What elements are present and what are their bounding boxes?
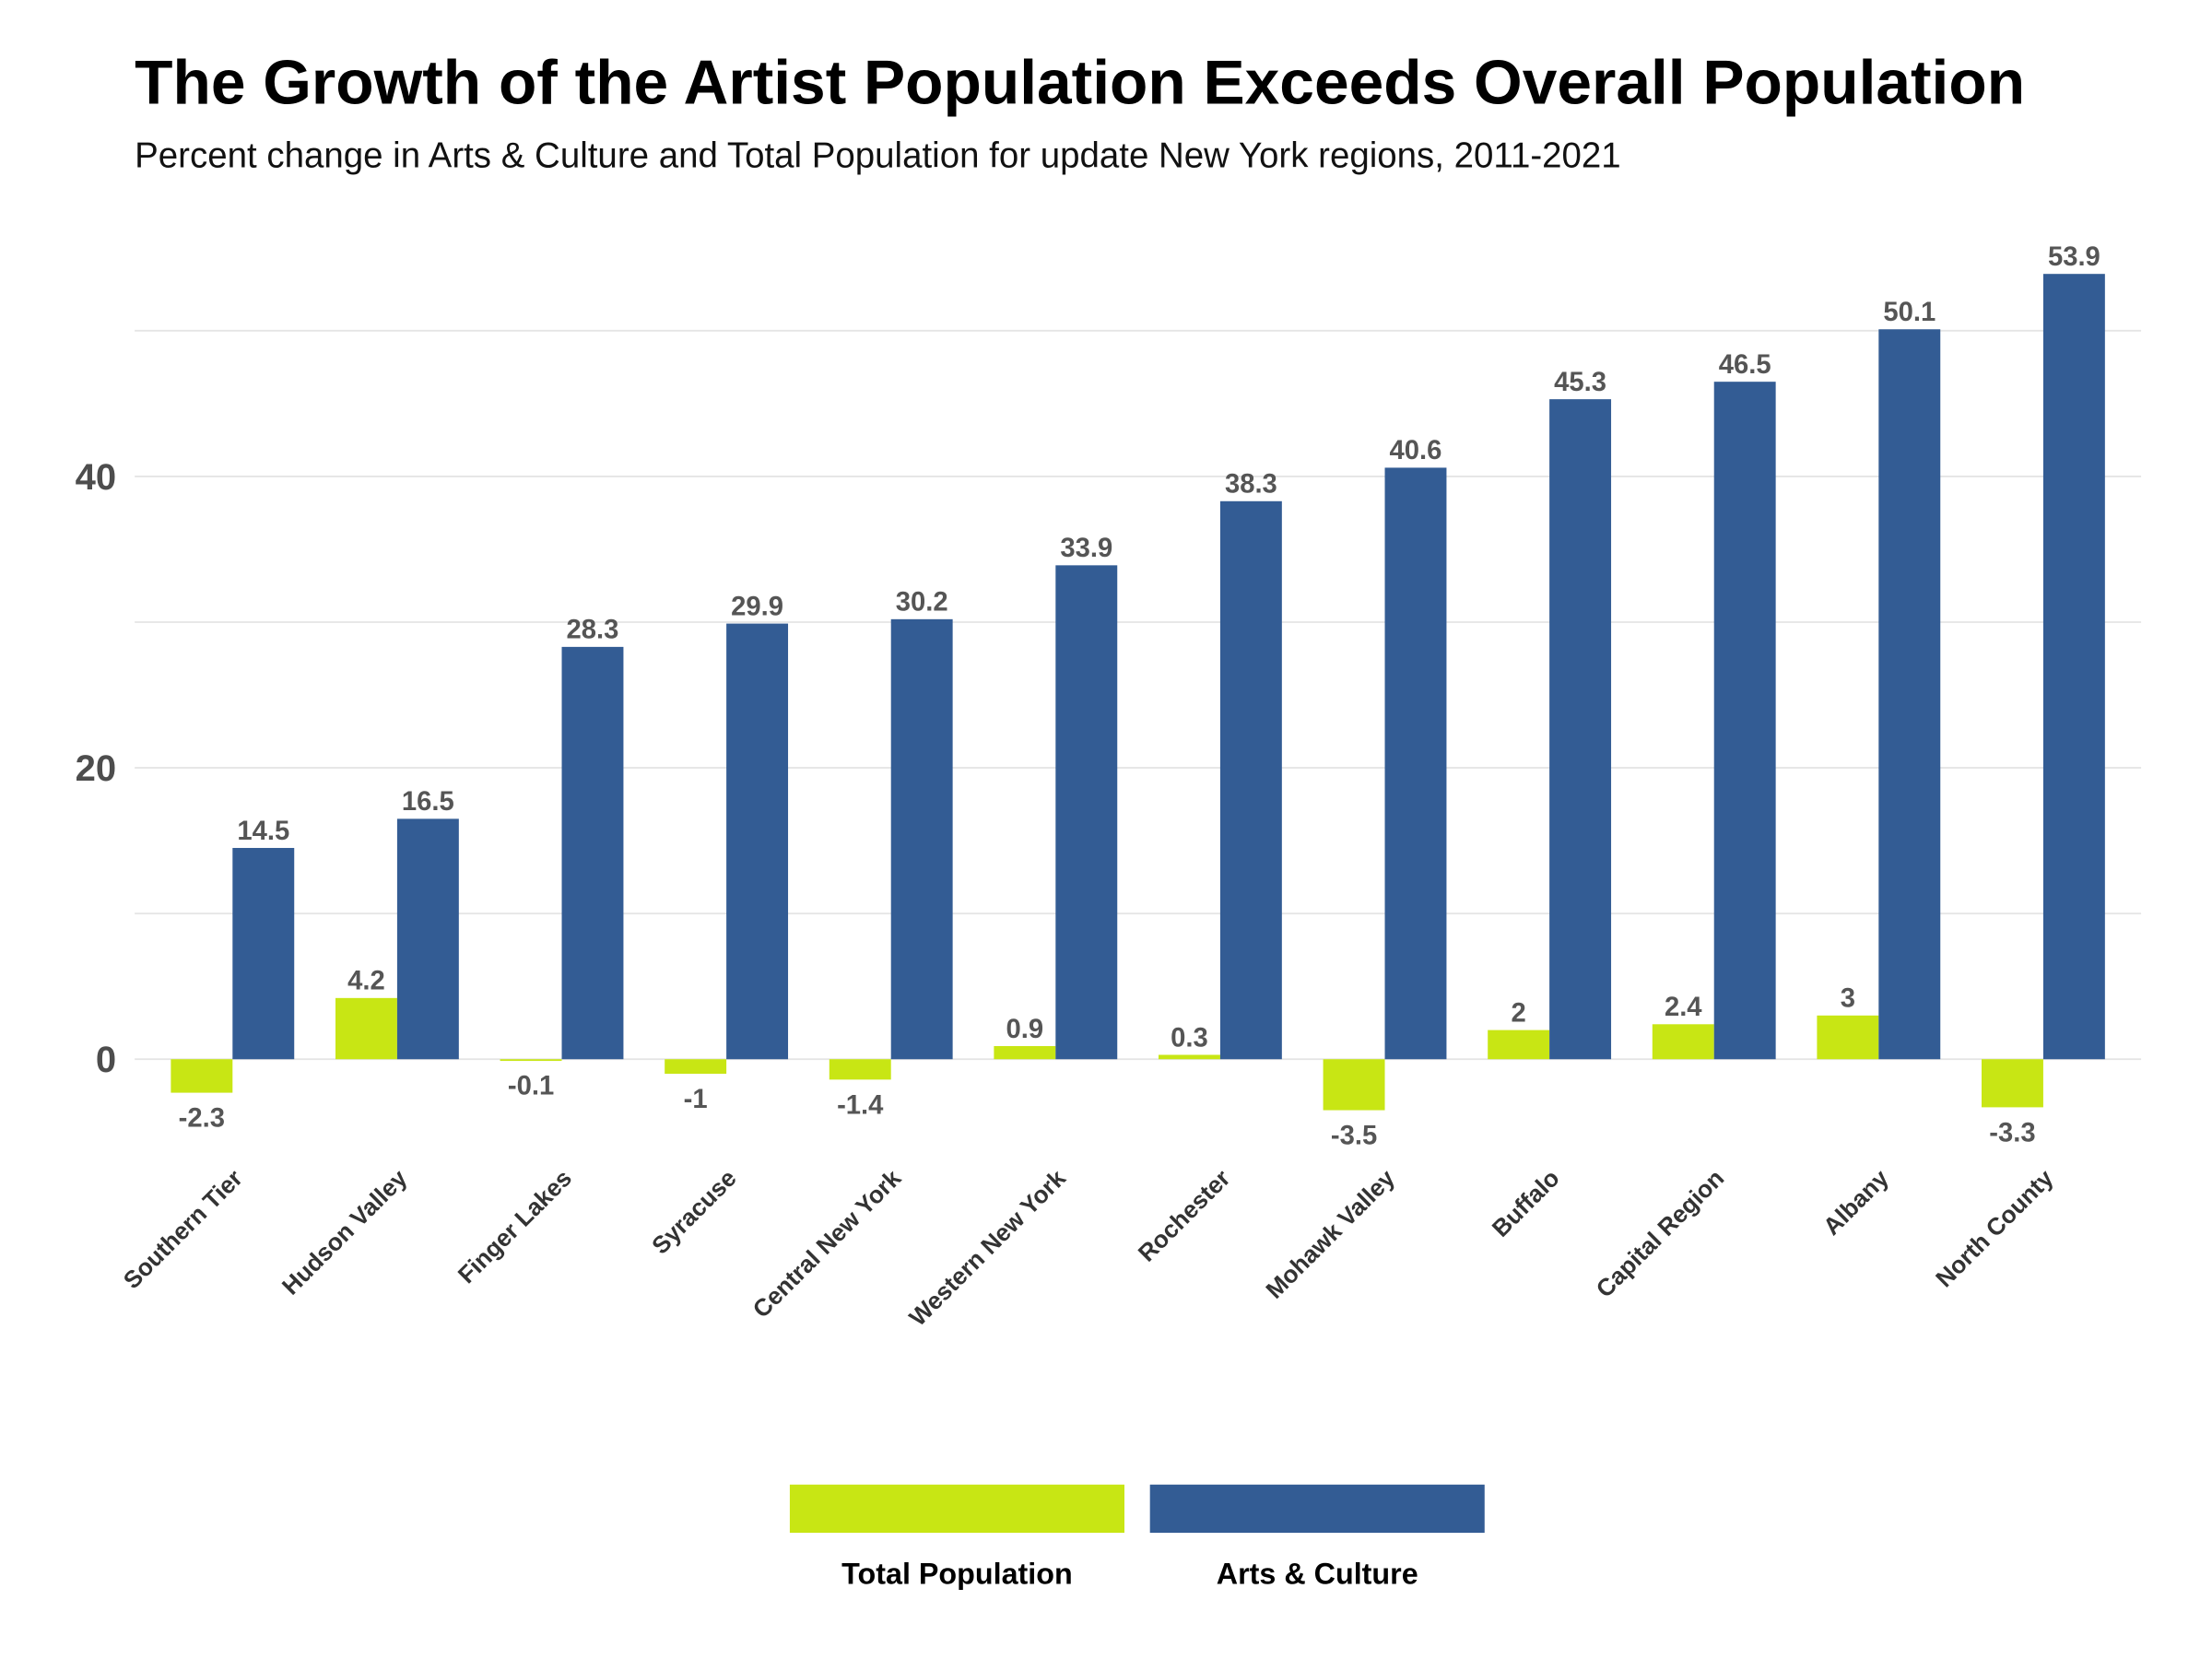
data-label: 38.3 [1225, 470, 1277, 500]
bar-arts-culture [396, 818, 459, 1060]
gridlines [135, 329, 2142, 1061]
bar-total-population [1817, 1015, 1879, 1060]
bar-total-population [171, 1059, 233, 1093]
bar-arts-culture [1384, 467, 1447, 1060]
chart-subtitle: Percent change in Arts & Culture and Tot… [135, 136, 1621, 176]
data-labels: -2.3 14.5 4.2 16.5 -0.1 28.3 -1 29.9 -1.4 30.2 0.9… [179, 242, 2100, 1151]
data-label: 45.3 [1554, 368, 1606, 397]
data-label: 4.2 [347, 967, 385, 996]
bar-total-population [500, 1059, 562, 1062]
y-tick-label: 0 [96, 1040, 116, 1080]
bar-total-population [994, 1046, 1056, 1060]
x-tick-label: Finger Lakes [453, 1164, 577, 1288]
x-tick-label: Albany [1818, 1164, 1894, 1241]
bar-arts-culture [1219, 500, 1282, 1060]
bar-arts-culture [890, 618, 953, 1060]
data-label: -1.4 [837, 1090, 884, 1120]
legend-swatch [1149, 1484, 1485, 1534]
legend: Total Population Arts & Culture [789, 1484, 1485, 1590]
x-tick-label: Capital Region [1591, 1164, 1730, 1303]
x-tick-label: Mohawk Valley [1260, 1164, 1400, 1304]
bar-total-population [829, 1059, 891, 1080]
bars [171, 274, 2105, 1111]
bar-arts-culture [232, 848, 295, 1060]
y-axis: 0 20 40 [76, 457, 117, 1080]
data-label: 2 [1512, 998, 1526, 1028]
legend-swatch [789, 1484, 1124, 1534]
legend-label: Arts & Culture [1217, 1557, 1418, 1590]
bar-arts-culture [561, 646, 624, 1060]
bar-total-population [1982, 1059, 2043, 1108]
data-label: 3 [1841, 984, 1855, 1014]
data-label: -1 [684, 1085, 708, 1114]
bar-arts-culture [2042, 274, 2105, 1060]
data-label: -3.5 [1331, 1121, 1377, 1150]
bar-total-population [335, 997, 397, 1060]
data-label: -0.1 [508, 1072, 554, 1101]
x-axis: Southern Tier Hudson Valley Finger Lakes Sy… [118, 1164, 2059, 1332]
x-tick-label: Western New York [903, 1164, 1071, 1332]
bar-total-population [665, 1059, 727, 1075]
bar-total-population [1652, 1024, 1714, 1060]
data-label: 50.1 [1883, 298, 1936, 327]
x-tick-label: Rochester [1133, 1164, 1236, 1267]
bar-arts-culture [1713, 382, 1776, 1060]
bar-arts-culture [1878, 329, 1941, 1060]
data-label: 0.9 [1006, 1015, 1044, 1044]
data-label: 40.6 [1390, 436, 1442, 465]
x-tick-label: Buffalo [1487, 1164, 1565, 1242]
x-tick-label: Hudson Valley [276, 1164, 413, 1300]
data-label: -3.3 [1989, 1118, 2035, 1147]
chart-title: The Growth of the Artist Population Exce… [135, 48, 2025, 117]
x-tick-label: Syracuse [646, 1164, 741, 1259]
data-label: 16.5 [402, 787, 454, 817]
y-tick-label: 40 [76, 457, 116, 498]
x-tick-label: Southern Tier [118, 1164, 248, 1294]
bar-total-population [1158, 1054, 1220, 1060]
bar-total-population [1488, 1030, 1550, 1060]
data-label: 53.9 [2048, 242, 2100, 272]
x-tick-label: North County [1930, 1164, 2059, 1293]
bar-arts-culture [1055, 565, 1118, 1060]
bar-arts-culture [1549, 399, 1612, 1060]
legend-label: Total Population [841, 1557, 1073, 1590]
data-label: 33.9 [1060, 534, 1112, 563]
bar-arts-culture [726, 623, 789, 1060]
x-tick-label: Central New York [747, 1164, 907, 1324]
data-label: 14.5 [237, 817, 289, 846]
data-label: 2.4 [1665, 993, 1702, 1022]
data-label: -2.3 [179, 1104, 225, 1134]
data-label: 29.9 [731, 592, 783, 621]
data-label: 46.5 [1719, 350, 1771, 380]
bar-total-population [1323, 1059, 1385, 1111]
data-label: 28.3 [567, 616, 619, 645]
data-label: 30.2 [896, 588, 948, 618]
y-tick-label: 20 [76, 748, 116, 789]
data-label: 0.3 [1171, 1023, 1208, 1053]
